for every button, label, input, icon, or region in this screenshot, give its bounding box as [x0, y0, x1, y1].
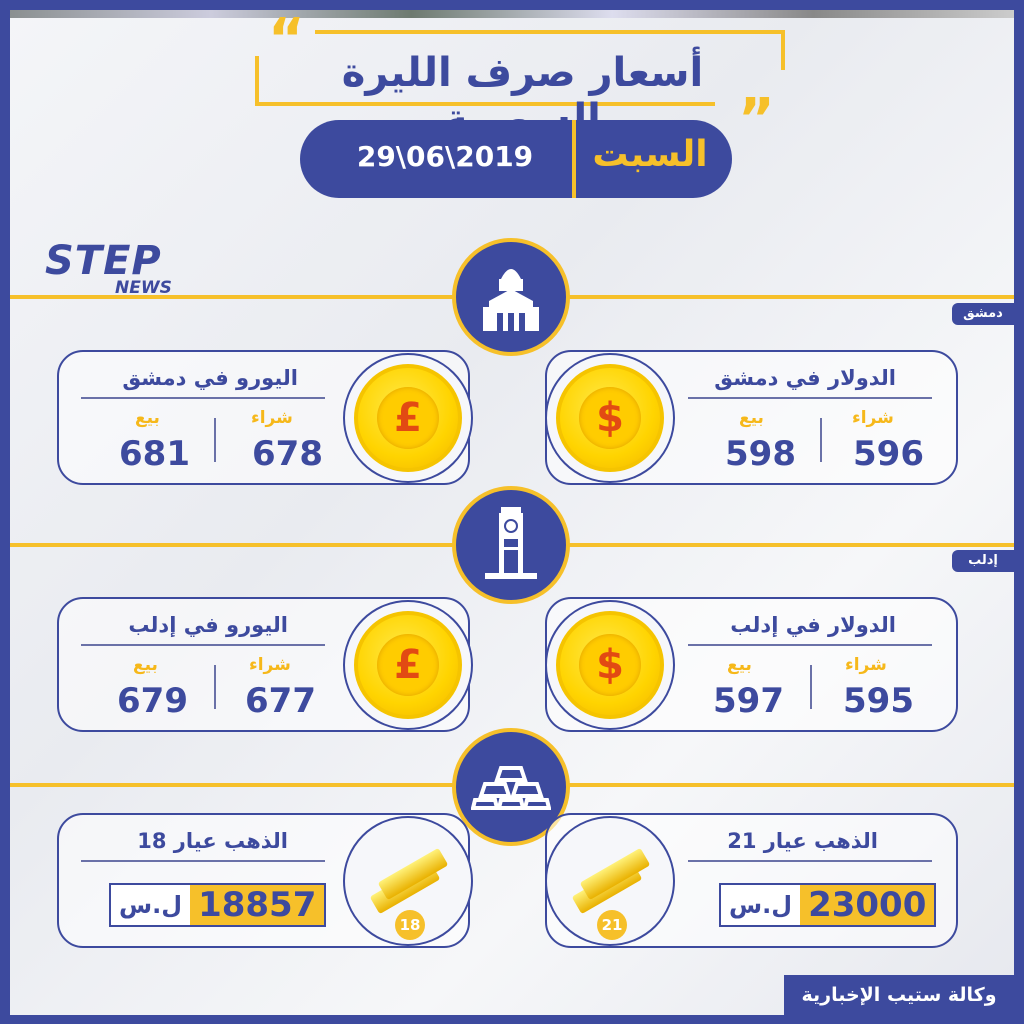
buy-value: 678: [252, 434, 323, 474]
sell-value: 597: [713, 681, 784, 721]
dollar-coin-icon: $: [545, 600, 675, 730]
dollar-coin-icon: $: [545, 353, 675, 483]
divider: [688, 860, 932, 862]
title-frame-top: [315, 30, 785, 34]
buy-label: شراء: [251, 408, 293, 428]
sell-label: بيع: [135, 408, 160, 428]
card-title: الذهب عيار 21: [727, 829, 878, 853]
gold-bars-icon: [452, 728, 570, 846]
price-value: 23000: [800, 885, 935, 925]
gold-18-price: ل.س 18857: [109, 883, 327, 927]
divider: [810, 665, 812, 709]
dollar-symbol: $: [579, 387, 641, 449]
top-photo-strip: [10, 10, 1014, 18]
footer-agency: وكالة ستيب الإخبارية: [784, 975, 1014, 1015]
pound-symbol: £: [377, 634, 439, 696]
divider: [572, 120, 576, 198]
price-value: 18857: [190, 885, 325, 925]
sell-value: 679: [117, 681, 188, 721]
buy-label: شراء: [845, 655, 887, 675]
divider: [214, 665, 216, 709]
sell-value: 598: [725, 434, 796, 474]
buy-value: 677: [245, 681, 316, 721]
day-text: السبت: [592, 134, 708, 175]
mosque-dome-icon: [452, 238, 570, 356]
card-title: الدولار في إدلب: [730, 613, 896, 637]
buy-value: 596: [853, 434, 924, 474]
close-quote-icon: ”: [738, 87, 775, 152]
tag-damascus: دمشق: [952, 303, 1014, 325]
divider: [688, 397, 932, 399]
date-text: 29\06\2019: [356, 140, 534, 173]
divider: [81, 644, 325, 646]
sell-value: 681: [119, 434, 190, 474]
gold-bar-21-icon: 21: [545, 816, 675, 946]
tag-idlib: إدلب: [952, 550, 1014, 572]
card-title: الذهب عيار 18: [137, 829, 288, 853]
card-title: الدولار في دمشق: [714, 366, 896, 390]
karat-badge: 18: [395, 910, 425, 940]
date-pill: 29\06\2019 السبت: [300, 120, 732, 198]
sell-label: بيع: [727, 655, 752, 675]
pound-coin-icon: £: [343, 600, 473, 730]
dollar-symbol: $: [579, 634, 641, 696]
title-frame-bottom: [255, 102, 715, 106]
karat-badge: 21: [597, 910, 627, 940]
sell-label: بيع: [133, 655, 158, 675]
card-title: اليورو في إدلب: [128, 613, 288, 637]
divider: [688, 644, 932, 646]
divider: [820, 418, 822, 462]
logo-main: STEP: [45, 238, 162, 284]
card-title: اليورو في دمشق: [122, 366, 298, 390]
title-frame-left: [255, 56, 259, 104]
divider: [214, 418, 216, 462]
pound-coin-icon: £: [343, 353, 473, 483]
buy-label: شراء: [852, 408, 894, 428]
buy-label: شراء: [249, 655, 291, 675]
divider: [81, 397, 325, 399]
card-dollar-idlib: الدولار في إدلب شراء 595 بيع 597: [545, 597, 958, 732]
currency: ل.س: [119, 891, 183, 919]
divider: [81, 860, 325, 862]
clock-tower-icon: [452, 486, 570, 604]
currency: ل.س: [729, 891, 793, 919]
infographic: “ ” أسعار صرف الليرة السورية 29\06\2019 …: [10, 10, 1014, 1015]
step-news-logo: STEP NEWS: [45, 238, 172, 298]
gold-21-price: ل.س 23000: [719, 883, 937, 927]
pound-symbol: £: [377, 387, 439, 449]
buy-value: 595: [843, 681, 914, 721]
title-frame-right: [781, 30, 785, 70]
open-quote-icon: “: [268, 10, 305, 72]
sell-label: بيع: [739, 408, 764, 428]
gold-bar-18-icon: 18: [343, 816, 473, 946]
logo-sub: NEWS: [115, 278, 172, 298]
